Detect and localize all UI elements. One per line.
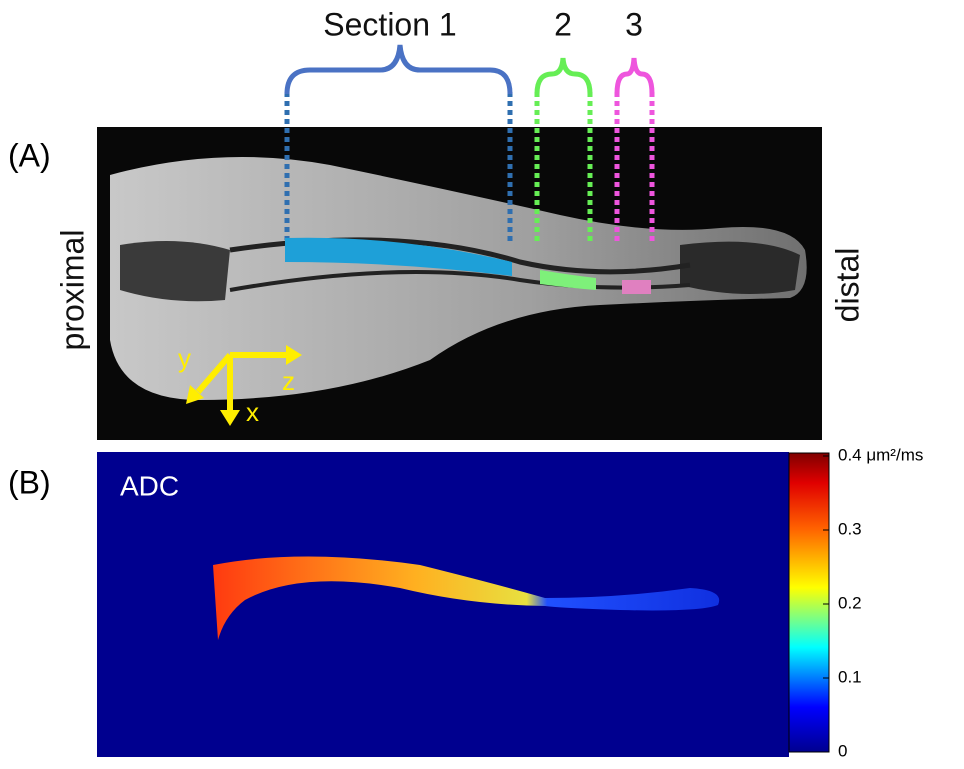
- colorbar-tick-label: 0.4 μm²/ms: [838, 445, 923, 464]
- panel-label: (B): [8, 464, 51, 500]
- joint: [680, 242, 800, 294]
- colorbar-tick-label: 0: [838, 741, 847, 760]
- colorbar: [789, 453, 829, 752]
- axis-label: z: [282, 366, 295, 396]
- brace: [287, 45, 510, 94]
- figure: (A) Section 1 2 3 proximal distal y z x: [0, 0, 964, 764]
- section-label: 2: [554, 6, 572, 42]
- section-label: Section 1: [323, 6, 456, 42]
- axis-label: x: [246, 397, 259, 427]
- orientation-label: proximal: [54, 230, 90, 351]
- joint: [120, 241, 230, 301]
- colorbar-tick-label: 0.1: [838, 667, 862, 686]
- section-label: 3: [625, 6, 643, 42]
- section-region: [622, 280, 651, 294]
- brace: [617, 58, 652, 94]
- colorbar-tick-label: 0.2: [838, 593, 862, 612]
- map-label: ADC: [120, 470, 179, 501]
- colorbar-tick-label: 0.3: [838, 519, 862, 538]
- brace: [537, 58, 590, 94]
- axis-label: y: [178, 343, 191, 373]
- panel-label: (A): [8, 137, 51, 173]
- orientation-label: distal: [829, 248, 865, 323]
